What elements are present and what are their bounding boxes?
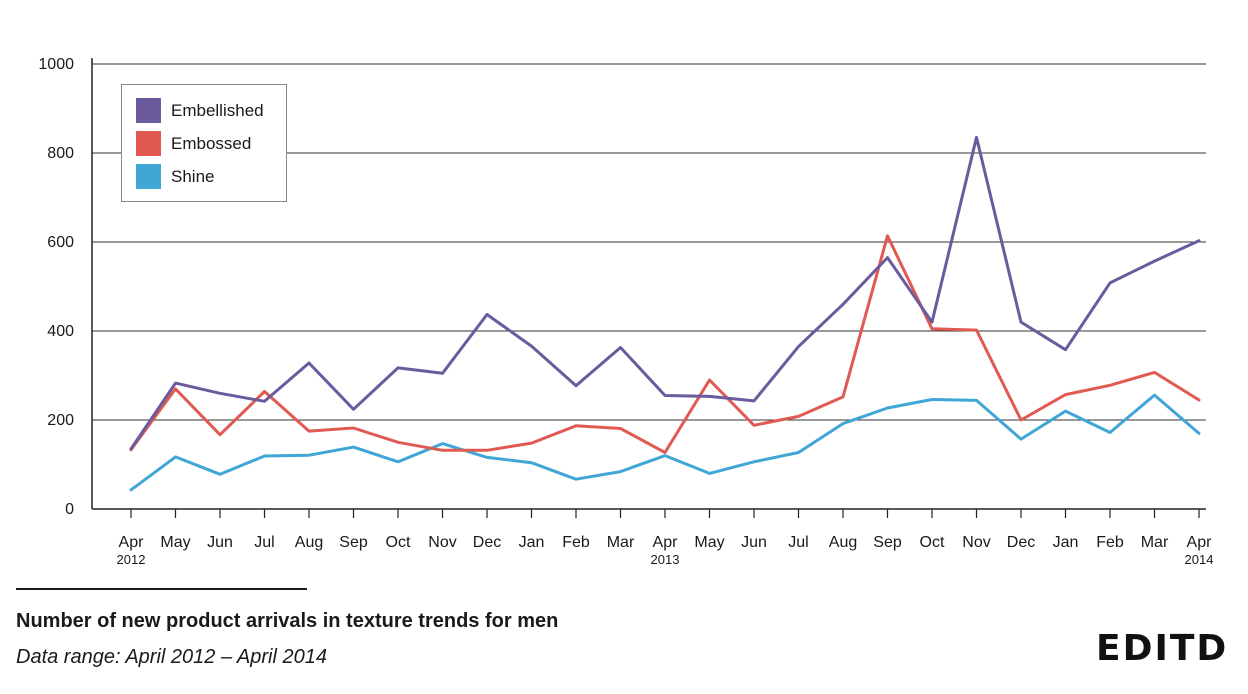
x-tick-label-17: Sep bbox=[873, 534, 902, 551]
series-line-embellished bbox=[129, 135, 1201, 451]
legend-swatch-embossed bbox=[136, 131, 161, 156]
legend-label-embossed: Embossed bbox=[171, 134, 251, 153]
x-tick-year-label-12: 2013 bbox=[651, 552, 680, 567]
x-tick-label-9: Jan bbox=[519, 534, 545, 551]
x-tick-label-24: Apr bbox=[1187, 534, 1213, 551]
x-tick-label-2: Jun bbox=[207, 534, 233, 551]
x-tick-label-16: Aug bbox=[829, 534, 857, 551]
y-axis-labels: 0 200 400 600 800 1000 bbox=[38, 56, 74, 518]
x-tick-label-14: Jun bbox=[741, 534, 767, 551]
series-line-shine bbox=[129, 393, 1201, 492]
series-lines bbox=[129, 135, 1201, 492]
x-tick-label-6: Oct bbox=[386, 534, 411, 551]
y-tick-label-1000: 1000 bbox=[38, 56, 74, 73]
x-tick-label-13: May bbox=[694, 534, 724, 551]
y-tick-label-600: 600 bbox=[47, 234, 74, 251]
y-tick-label-400: 400 bbox=[47, 323, 74, 340]
x-tick-label-1: May bbox=[160, 534, 190, 551]
y-tick-label-0: 0 bbox=[65, 501, 74, 518]
x-tick-label-0: Apr bbox=[119, 534, 145, 551]
x-tick-year-label-0: 2012 bbox=[117, 552, 146, 567]
x-tick-label-19: Nov bbox=[962, 534, 990, 551]
editd-logo: EDITD bbox=[1096, 628, 1229, 669]
y-tick-label-200: 200 bbox=[47, 412, 74, 429]
legend-swatch-shine bbox=[136, 164, 161, 189]
y-tick-label-800: 800 bbox=[47, 145, 74, 162]
x-tick-label-8: Dec bbox=[473, 534, 501, 551]
legend: Embellished Embossed Shine bbox=[121, 84, 287, 202]
axes bbox=[91, 58, 1206, 518]
x-tick-label-7: Nov bbox=[428, 534, 456, 551]
x-tick-label-22: Feb bbox=[1096, 534, 1124, 551]
chart-caption-subtitle: Data range: April 2012 – April 2014 bbox=[16, 646, 327, 668]
x-tick-label-12: Apr bbox=[653, 534, 679, 551]
x-tick-label-11: Mar bbox=[607, 534, 635, 551]
x-tick-label-20: Dec bbox=[1007, 534, 1035, 551]
x-tick-label-18: Oct bbox=[920, 534, 945, 551]
x-tick-label-5: Sep bbox=[339, 534, 368, 551]
x-tick-label-21: Jan bbox=[1053, 534, 1079, 551]
x-tick-label-10: Feb bbox=[562, 534, 590, 551]
legend-label-embellished: Embellished bbox=[171, 101, 264, 120]
caption-rule bbox=[16, 588, 307, 590]
chart-caption-title: Number of new product arrivals in textur… bbox=[16, 610, 559, 632]
x-tick-label-15: Jul bbox=[788, 534, 808, 551]
x-tick-label-3: Jul bbox=[254, 534, 274, 551]
x-tick-label-4: Aug bbox=[295, 534, 323, 551]
x-tick-label-23: Mar bbox=[1141, 534, 1169, 551]
series-line-embossed bbox=[129, 234, 1201, 454]
legend-swatch-embellished bbox=[136, 98, 161, 123]
x-tick-year-label-24: 2014 bbox=[1185, 552, 1214, 567]
legend-label-shine: Shine bbox=[171, 167, 214, 186]
